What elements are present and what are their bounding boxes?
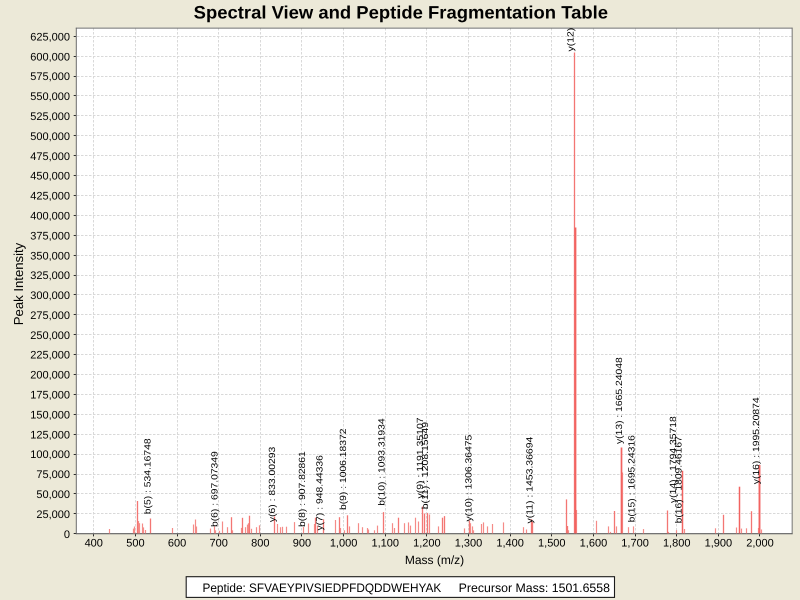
svg-text:475,000: 475,000: [30, 151, 70, 163]
svg-text:1,000: 1,000: [330, 538, 358, 550]
svg-text:225,000: 225,000: [30, 350, 70, 362]
svg-text:Peak Intensity: Peak Intensity: [11, 242, 26, 325]
svg-text:Mass (m/z): Mass (m/z): [405, 553, 464, 567]
svg-text:1,300: 1,300: [455, 538, 483, 550]
svg-text:0: 0: [64, 529, 70, 541]
svg-text:325,000: 325,000: [30, 270, 70, 282]
svg-text:300,000: 300,000: [30, 290, 70, 302]
svg-text:Peptide: SFVAEYPIVSIEDPFDQDDWE: Peptide: SFVAEYPIVSIEDPFDQDDWEHYAK: [203, 581, 443, 595]
svg-text:b(8) : 907.82861: b(8) : 907.82861: [297, 451, 307, 527]
svg-text:y(14) : 1794.35718: y(14) : 1794.35718: [668, 416, 678, 503]
svg-text:400,000: 400,000: [30, 210, 70, 222]
svg-text:150,000: 150,000: [30, 409, 70, 421]
svg-text:y(9) : 1191.35107: y(9) : 1191.35107: [415, 417, 425, 498]
svg-text:50,000: 50,000: [36, 489, 70, 501]
svg-text:250,000: 250,000: [30, 330, 70, 342]
svg-text:1,100: 1,100: [371, 538, 399, 550]
svg-text:1,800: 1,800: [663, 538, 691, 550]
svg-text:y(6) : 833.00293: y(6) : 833.00293: [267, 447, 277, 522]
svg-text:b(6) : 697.07349: b(6) : 697.07349: [209, 451, 219, 527]
svg-text:275,000: 275,000: [30, 310, 70, 322]
svg-text:575,000: 575,000: [30, 71, 70, 83]
svg-text:2,000: 2,000: [746, 538, 774, 550]
svg-text:y(12): y(12): [565, 28, 575, 52]
svg-text:375,000: 375,000: [30, 230, 70, 242]
svg-text:900: 900: [293, 538, 311, 550]
svg-text:1,400: 1,400: [496, 538, 524, 550]
svg-text:b(16) : 1809.46167: b(16) : 1809.46167: [674, 436, 684, 523]
svg-text:Spectral View and Peptide Frag: Spectral View and Peptide Fragmentation …: [194, 2, 608, 22]
svg-text:1,500: 1,500: [538, 538, 566, 550]
svg-text:b(10) : 1093.31934: b(10) : 1093.31934: [376, 418, 386, 505]
svg-text:y(7) : 948.44336: y(7) : 948.44336: [315, 455, 325, 530]
svg-text:1,200: 1,200: [413, 538, 441, 550]
svg-text:625,000: 625,000: [30, 31, 70, 43]
svg-text:y(10) : 1306.36475: y(10) : 1306.36475: [464, 435, 474, 522]
svg-text:400: 400: [85, 538, 103, 550]
svg-text:175,000: 175,000: [30, 390, 70, 402]
svg-text:600,000: 600,000: [30, 51, 70, 63]
svg-text:200,000: 200,000: [30, 370, 70, 382]
svg-text:450,000: 450,000: [30, 171, 70, 183]
svg-text:25,000: 25,000: [36, 509, 70, 521]
svg-text:b(15) : 1695.24316: b(15) : 1695.24316: [627, 435, 637, 522]
svg-text:y(11) : 1453.36694: y(11) : 1453.36694: [525, 437, 535, 524]
svg-text:525,000: 525,000: [30, 111, 70, 123]
svg-text:425,000: 425,000: [30, 191, 70, 203]
svg-text:600: 600: [168, 538, 186, 550]
svg-text:y(16) : 1995.20874: y(16) : 1995.20874: [751, 397, 761, 484]
svg-text:1,900: 1,900: [705, 538, 733, 550]
svg-text:1,700: 1,700: [621, 538, 649, 550]
svg-text:Precursor Mass: 1501.6558: Precursor Mass: 1501.6558: [459, 581, 610, 595]
svg-text:125,000: 125,000: [30, 429, 70, 441]
svg-text:b(5) : 534.16748: b(5) : 534.16748: [143, 438, 153, 514]
svg-text:350,000: 350,000: [30, 250, 70, 262]
svg-text:800: 800: [251, 538, 269, 550]
svg-text:75,000: 75,000: [36, 469, 70, 481]
svg-text:500: 500: [126, 538, 144, 550]
svg-text:b(9) : 1006.18372: b(9) : 1006.18372: [338, 429, 348, 511]
svg-text:100,000: 100,000: [30, 449, 70, 461]
svg-text:y(13) : 1665.24048: y(13) : 1665.24048: [614, 357, 624, 444]
svg-text:550,000: 550,000: [30, 91, 70, 103]
svg-text:b(11) : 1208.15649: b(11) : 1208.15649: [420, 422, 430, 509]
svg-text:500,000: 500,000: [30, 131, 70, 143]
svg-text:700: 700: [209, 538, 227, 550]
svg-text:1,600: 1,600: [580, 538, 608, 550]
